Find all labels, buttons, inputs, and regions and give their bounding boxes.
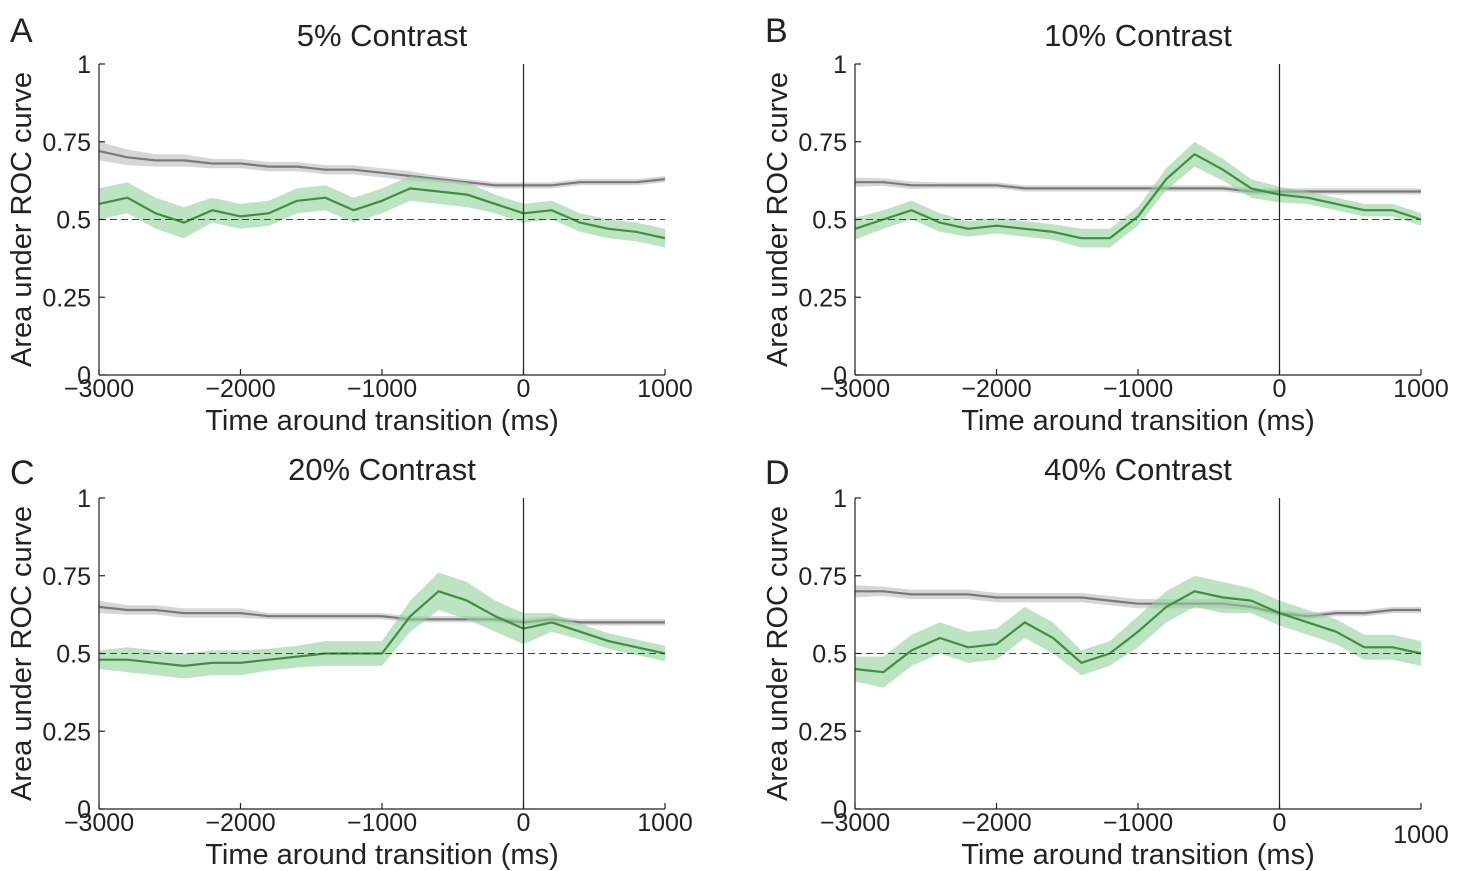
y-tick-label: 0.5 bbox=[56, 641, 91, 669]
gray-series-line bbox=[855, 181, 1421, 193]
x-tick-label: −2000 bbox=[205, 809, 275, 837]
y-tick-label: 0.25 bbox=[42, 718, 91, 746]
green-series-line bbox=[98, 187, 666, 240]
y-tick-label: 1 bbox=[833, 51, 847, 79]
panel-a: A 5% Contrast Time around transition (ms) A… bbox=[6, 12, 693, 437]
x-tick-label: −1000 bbox=[347, 809, 417, 837]
x-axis-label: Time around transition (ms) bbox=[205, 405, 558, 437]
panel-d: D 40% Contrast Time around transition (ms)… bbox=[762, 452, 1449, 871]
y-tick-label: 0.5 bbox=[812, 207, 847, 235]
x-tick-label: −1000 bbox=[347, 375, 417, 403]
y-axis-label: Area under ROC curve bbox=[6, 72, 38, 367]
panel-letter: B bbox=[765, 12, 788, 50]
x-tick-label: 0 bbox=[1273, 375, 1287, 403]
y-tick-label: 0.5 bbox=[56, 207, 91, 235]
y-tick-label: 0 bbox=[833, 796, 847, 824]
y-axis-label: Area under ROC curve bbox=[762, 506, 794, 801]
y-tick-label: 0.75 bbox=[798, 563, 847, 591]
y-tick-label: 0.25 bbox=[798, 284, 847, 312]
y-tick-label: 0 bbox=[77, 796, 91, 824]
x-tick-label: −1000 bbox=[1103, 809, 1173, 837]
panel-b: B 10% Contrast Time around transition (ms)… bbox=[762, 12, 1449, 437]
y-tick-label: 0.75 bbox=[42, 563, 91, 591]
panel-c: C 20% Contrast Time around transition (ms)… bbox=[6, 452, 693, 871]
y-tick-label: 0.5 bbox=[812, 641, 847, 669]
x-tick-label: 0 bbox=[517, 809, 531, 837]
green-series-band bbox=[99, 572, 665, 679]
y-tick-label: 0 bbox=[833, 362, 847, 390]
green-series-band bbox=[855, 141, 1421, 248]
x-tick-label: 0 bbox=[517, 375, 531, 403]
x-tick-label: 1000 bbox=[637, 375, 693, 403]
chart-title: 5% Contrast bbox=[297, 18, 468, 53]
x-tick-label: −2000 bbox=[961, 375, 1031, 403]
gray-series-line bbox=[855, 590, 1421, 618]
x-tick-label: 1000 bbox=[1393, 821, 1449, 849]
x-tick-label: −3000 bbox=[64, 809, 134, 837]
y-tick-label: 0.75 bbox=[42, 129, 91, 157]
gray-series-line bbox=[98, 150, 666, 187]
green-series-line bbox=[99, 590, 666, 668]
x-axis-label: Time around transition (ms) bbox=[205, 839, 558, 871]
x-tick-label: 1000 bbox=[1393, 375, 1449, 403]
y-tick-label: 0.75 bbox=[798, 129, 847, 157]
x-tick-label: −1000 bbox=[1103, 375, 1173, 403]
gray-series-band bbox=[99, 141, 665, 189]
y-axis-label: Area under ROC curve bbox=[762, 72, 794, 367]
x-tick-label: −3000 bbox=[820, 809, 890, 837]
x-axis-label: Time around transition (ms) bbox=[961, 839, 1314, 871]
chart-title: 20% Contrast bbox=[288, 452, 476, 487]
y-tick-label: 0.25 bbox=[42, 284, 91, 312]
y-tick-label: 0 bbox=[77, 362, 91, 390]
x-axis-label: Time around transition (ms) bbox=[961, 405, 1314, 437]
panel-letter: A bbox=[10, 12, 33, 50]
y-tick-label: 1 bbox=[833, 485, 847, 513]
x-tick-label: −2000 bbox=[961, 809, 1031, 837]
y-tick-label: 0.25 bbox=[798, 718, 847, 746]
green-series-line bbox=[854, 153, 1422, 240]
chart-title: 40% Contrast bbox=[1044, 452, 1232, 487]
x-tick-label: 0 bbox=[1273, 809, 1287, 837]
y-axis-label: Area under ROC curve bbox=[6, 506, 38, 801]
chart-title: 10% Contrast bbox=[1044, 18, 1232, 53]
green-series-line bbox=[854, 590, 1422, 674]
panel-letter: D bbox=[765, 454, 790, 492]
x-tick-label: −3000 bbox=[820, 375, 890, 403]
x-tick-label: −2000 bbox=[205, 375, 275, 403]
x-tick-label: −3000 bbox=[64, 375, 134, 403]
x-tick-label: 1000 bbox=[637, 809, 693, 837]
panel-letter: C bbox=[10, 454, 35, 492]
y-tick-label: 1 bbox=[77, 485, 91, 513]
y-tick-label: 1 bbox=[77, 51, 91, 79]
green-series-band bbox=[99, 176, 665, 248]
